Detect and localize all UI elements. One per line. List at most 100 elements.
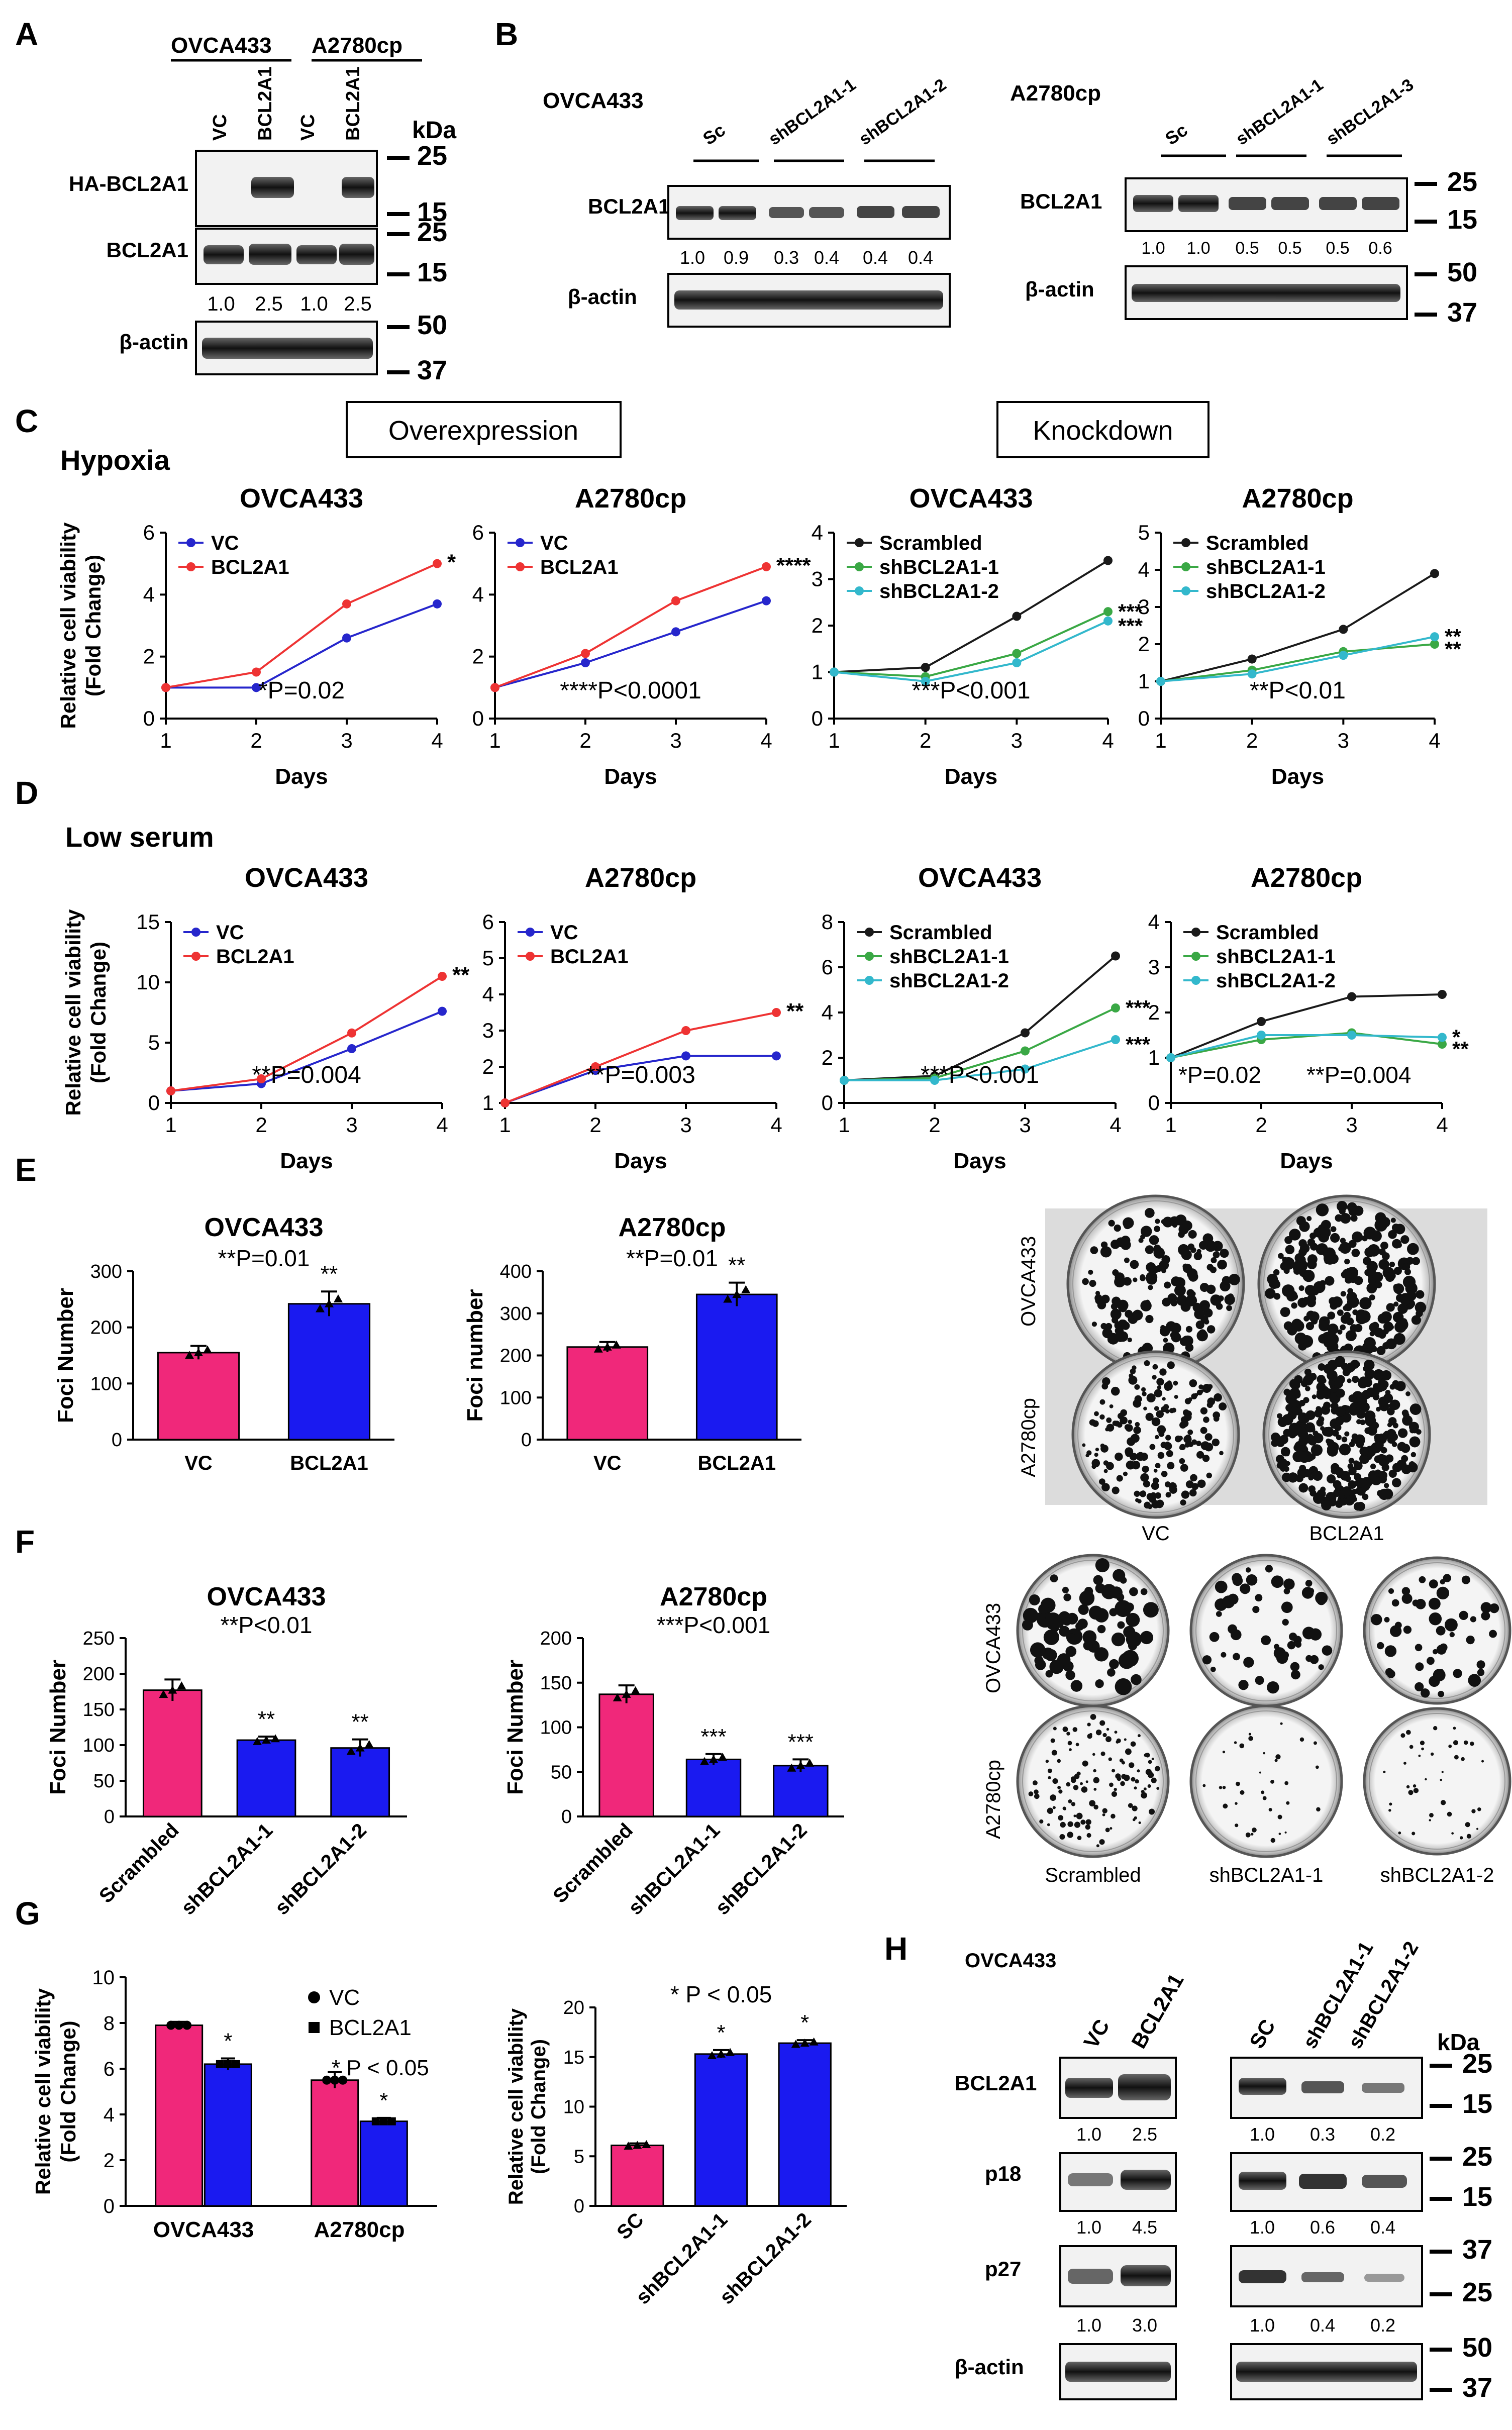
blot-a-row-label: β-actin [119,330,188,354]
colony [1279,1435,1288,1445]
colony [1093,1787,1097,1791]
colony [1028,1791,1034,1796]
blot-b-quant: 0.5 [1278,239,1301,258]
colony [1120,1239,1131,1250]
colony [1298,1451,1311,1463]
blot-b-band [674,290,943,310]
blot-h-lane-label: BCL2A1 [1127,1970,1188,2053]
colony [1077,1836,1082,1841]
series-line [505,1011,777,1104]
bar [611,2145,664,2207]
colony [1453,1669,1462,1678]
colony [1140,1226,1152,1237]
colony-row-label: A2780cp [982,1760,1004,1839]
colony [1146,1262,1156,1272]
y-tick-label: 1 [1148,1046,1160,1069]
condition-label-hypoxia: Hypoxia [60,444,170,476]
series-line [1160,636,1435,682]
colony [1374,1469,1382,1477]
data-point [1438,990,1447,999]
blot-a-marker: 15 [417,257,447,287]
colony [1370,1613,1382,1626]
colony [1063,1593,1071,1601]
p-value-annotation: **P=0.01 [218,1245,310,1271]
section-d-header: Low serum [65,821,214,853]
y-tick-label: 6 [143,521,155,544]
colony [1154,1226,1160,1232]
chart-title: A2780cp [1251,863,1362,893]
colony [1116,1475,1123,1482]
data-point [1021,1028,1030,1038]
colony [1128,1420,1132,1425]
colony-row-label: OVCA433 [982,1603,1004,1693]
colony [1312,1394,1317,1399]
data-point [762,562,771,571]
colony [1131,1674,1142,1685]
colony [1384,1431,1389,1436]
colony [1313,1741,1317,1745]
colony [1262,1796,1267,1800]
colony [1265,1565,1273,1573]
colony [1147,1784,1151,1788]
series-line [494,599,767,689]
colony [1276,1652,1288,1664]
colony [1344,1259,1350,1265]
colony [1121,1322,1130,1330]
y-tick-label: 6 [482,910,494,934]
colony [1212,1438,1220,1447]
colony [1337,1200,1348,1212]
data-point [581,658,590,667]
colony [1169,1485,1177,1494]
colony [1088,1269,1093,1275]
blot-a-band [249,244,291,265]
dish-rim [1369,1713,1505,1850]
x-axis-label: Days [945,764,997,789]
blot-h-row-label: p27 [985,2257,1021,2281]
blot-a-lane-label: BCL2A1 [343,66,364,141]
legend-label: BCL2A1 [550,946,629,968]
colony [1433,1673,1441,1681]
knockdown-box [996,401,1209,458]
blot-h-marker: 37 [1462,2235,1492,2265]
colony [1050,1794,1057,1801]
blot-b-quant: 0.4 [863,247,888,268]
colony [1339,1444,1351,1456]
colony [1314,1409,1323,1418]
colony [1206,1472,1213,1479]
colony [1356,1409,1366,1419]
colony [1099,1720,1105,1726]
data-point [930,1076,939,1085]
colony [1120,1416,1128,1425]
colony [1119,1758,1124,1763]
colony [1095,1296,1103,1305]
blot-b-group: shBCL2A1-1 [1233,75,1327,149]
colony [1282,1414,1293,1426]
colony [1091,1464,1096,1469]
data-point [1339,625,1348,634]
legend-label: shBCL2A1-2 [1216,970,1336,992]
colony [1099,1399,1105,1405]
dish-rim [1195,1560,1337,1701]
colony [1101,1483,1110,1492]
colony [1268,1808,1272,1812]
colony [1419,1576,1426,1583]
colony [1303,1469,1312,1478]
colony [1059,1626,1070,1637]
colony [1251,1833,1254,1836]
colony [1441,1771,1444,1773]
colony [1052,1806,1056,1809]
colony [1305,1386,1311,1391]
blot-b-quant: 1.0 [1186,239,1210,258]
replicate-point [185,1351,194,1359]
colony [1401,1593,1413,1604]
colony [1400,1318,1407,1326]
colony [1057,1786,1061,1789]
colony [1198,1241,1208,1250]
colony [1111,1791,1118,1797]
colony [1145,1412,1154,1421]
y-tick-label: 5 [482,946,494,970]
colony [1187,1243,1195,1251]
data-point [921,677,930,686]
